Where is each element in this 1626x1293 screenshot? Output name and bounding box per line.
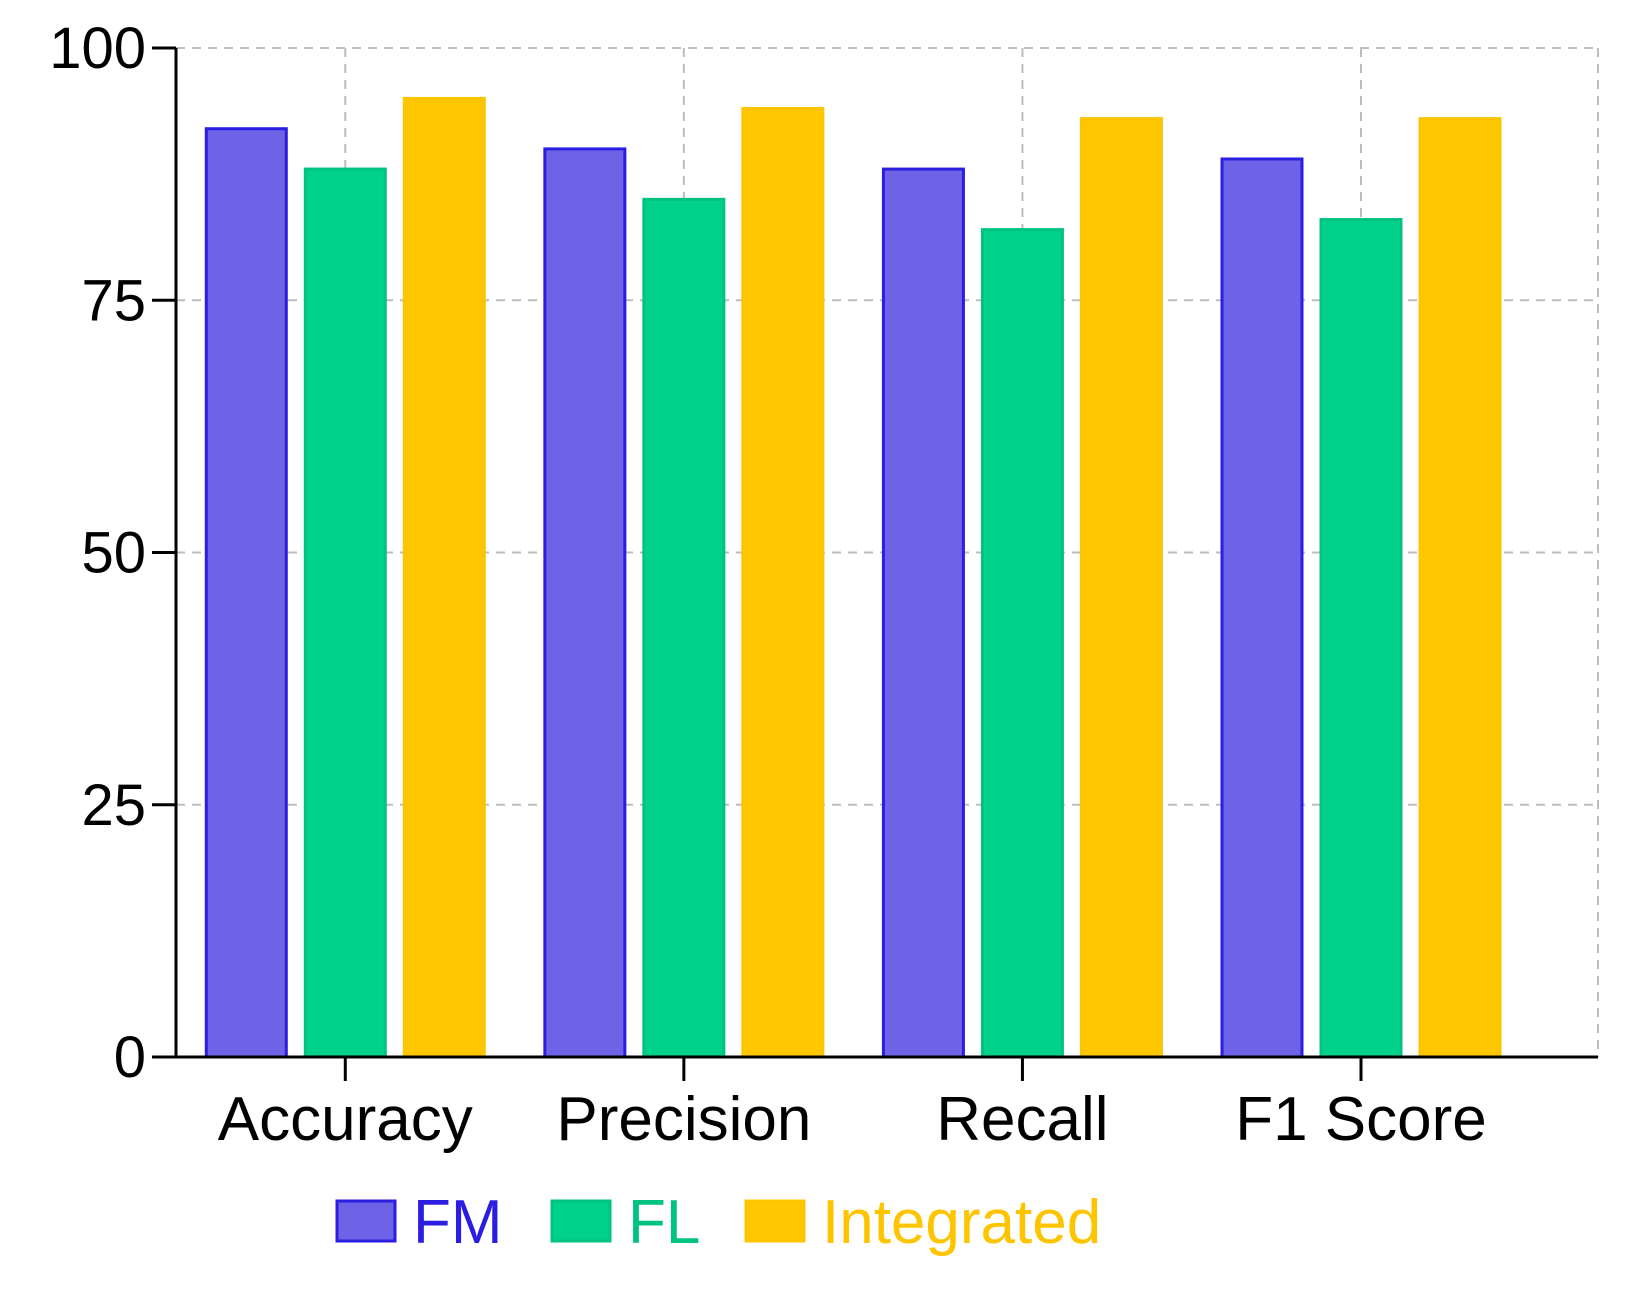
bar-fl-accuracy [303, 167, 387, 1059]
bar-fl-f1-score [1319, 218, 1403, 1059]
legend: FM FL Integrated [335, 1188, 1101, 1257]
legend-label-fl: FL [628, 1188, 700, 1257]
y-tick-label: 75 [81, 268, 146, 333]
bar-integrated-recall [1079, 117, 1163, 1059]
bars [204, 96, 1502, 1059]
x-tick-label: Accuracy [218, 1085, 473, 1154]
bar-fm-f1-score [1220, 157, 1304, 1059]
bar-fm-recall [881, 167, 965, 1059]
bar-fl-precision [642, 197, 726, 1059]
bar-integrated-accuracy [402, 96, 486, 1059]
x-tick-label: Recall [936, 1085, 1108, 1154]
bar-integrated-f1-score [1418, 117, 1502, 1059]
legend-label-integrated: Integrated [822, 1188, 1101, 1257]
x-tick-label: F1 Score [1235, 1085, 1487, 1154]
bar-fl-recall [980, 228, 1064, 1059]
y-tick-label: 25 [81, 773, 146, 838]
bar-integrated-precision [741, 107, 825, 1059]
legend-swatch-fm [335, 1199, 397, 1243]
y-tick-label: 0 [114, 1025, 146, 1090]
bar-fm-accuracy [204, 127, 288, 1059]
legend-swatch-fl [550, 1199, 612, 1243]
bar-fm-precision [543, 147, 627, 1059]
legend-swatch-integrated [744, 1199, 806, 1243]
axes: 0 25 50 75 100 Accuracy Precision Recall F1 Scor… [49, 16, 1598, 1154]
legend-label-fm: FM [413, 1188, 503, 1257]
y-tick-label: 100 [49, 16, 146, 81]
y-tick-label: 50 [81, 521, 146, 586]
x-tick-label: Precision [556, 1085, 811, 1154]
